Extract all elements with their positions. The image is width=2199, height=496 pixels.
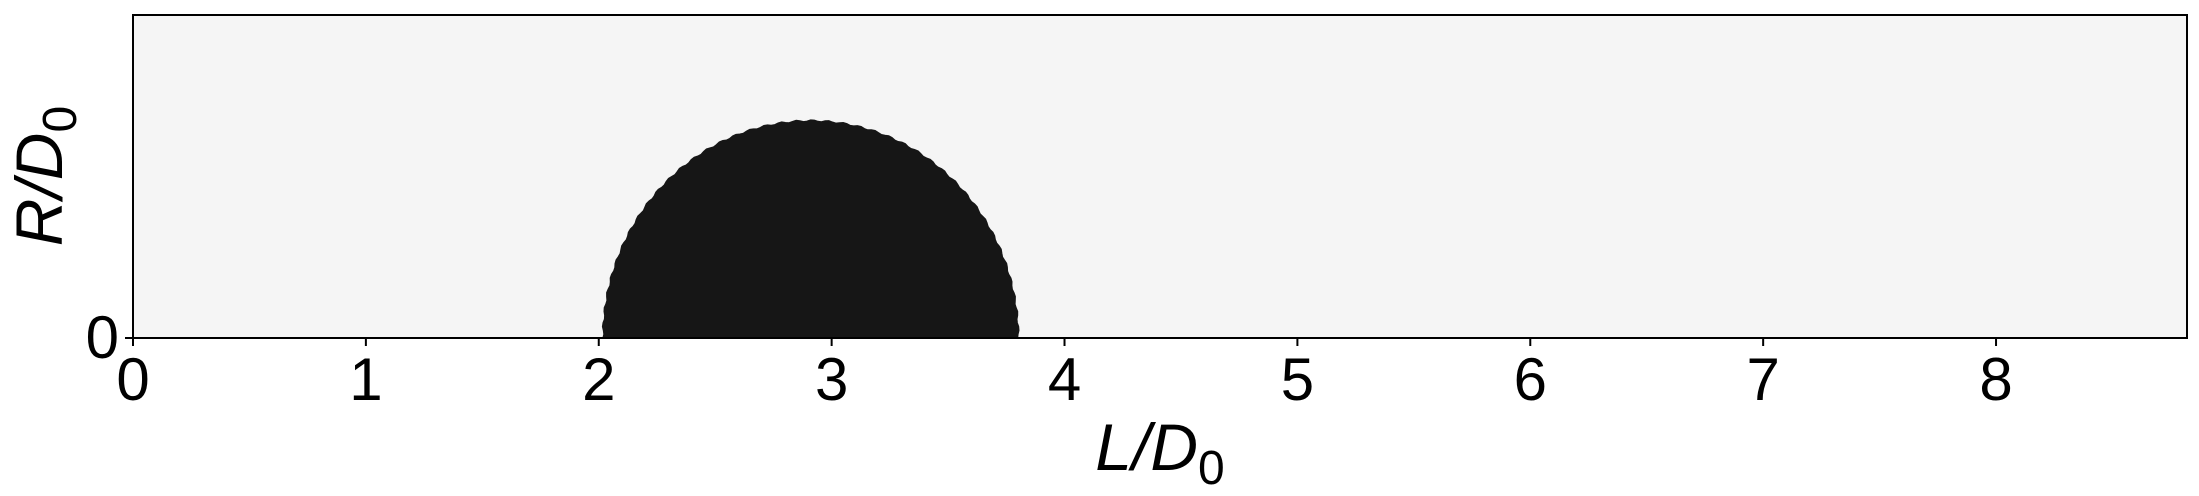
y-axis-label-subscript: 0 xyxy=(34,106,87,133)
x-tick-label: 2 xyxy=(582,346,615,413)
x-tick-label: 8 xyxy=(1979,346,2012,413)
x-tick-label: 1 xyxy=(349,346,382,413)
x-tick-label: 0 xyxy=(116,346,149,413)
x-tick-label: 3 xyxy=(815,346,848,413)
x-tick-label: 7 xyxy=(1746,346,1779,413)
x-tick-label: 4 xyxy=(1048,346,1081,413)
y-axis-label-main: R/D xyxy=(2,133,76,247)
x-axis-ticks: 0 1 2 3 4 5 6 7 8 xyxy=(116,338,2013,413)
plot-frame xyxy=(132,14,2188,339)
droplet-shape xyxy=(601,119,1020,339)
x-tick-label: 5 xyxy=(1281,346,1314,413)
x-axis-label: L/D0 xyxy=(1095,410,1224,495)
y-tick-label: 0 xyxy=(86,304,119,371)
x-axis-label-main: L/D xyxy=(1095,410,1198,484)
plot-background xyxy=(133,15,2187,338)
y-axis-ticks: 0 xyxy=(86,304,133,371)
x-axis-label-subscript: 0 xyxy=(1198,442,1225,495)
x-tick-label: 6 xyxy=(1514,346,1547,413)
y-axis-label: R/D0 xyxy=(2,106,87,246)
